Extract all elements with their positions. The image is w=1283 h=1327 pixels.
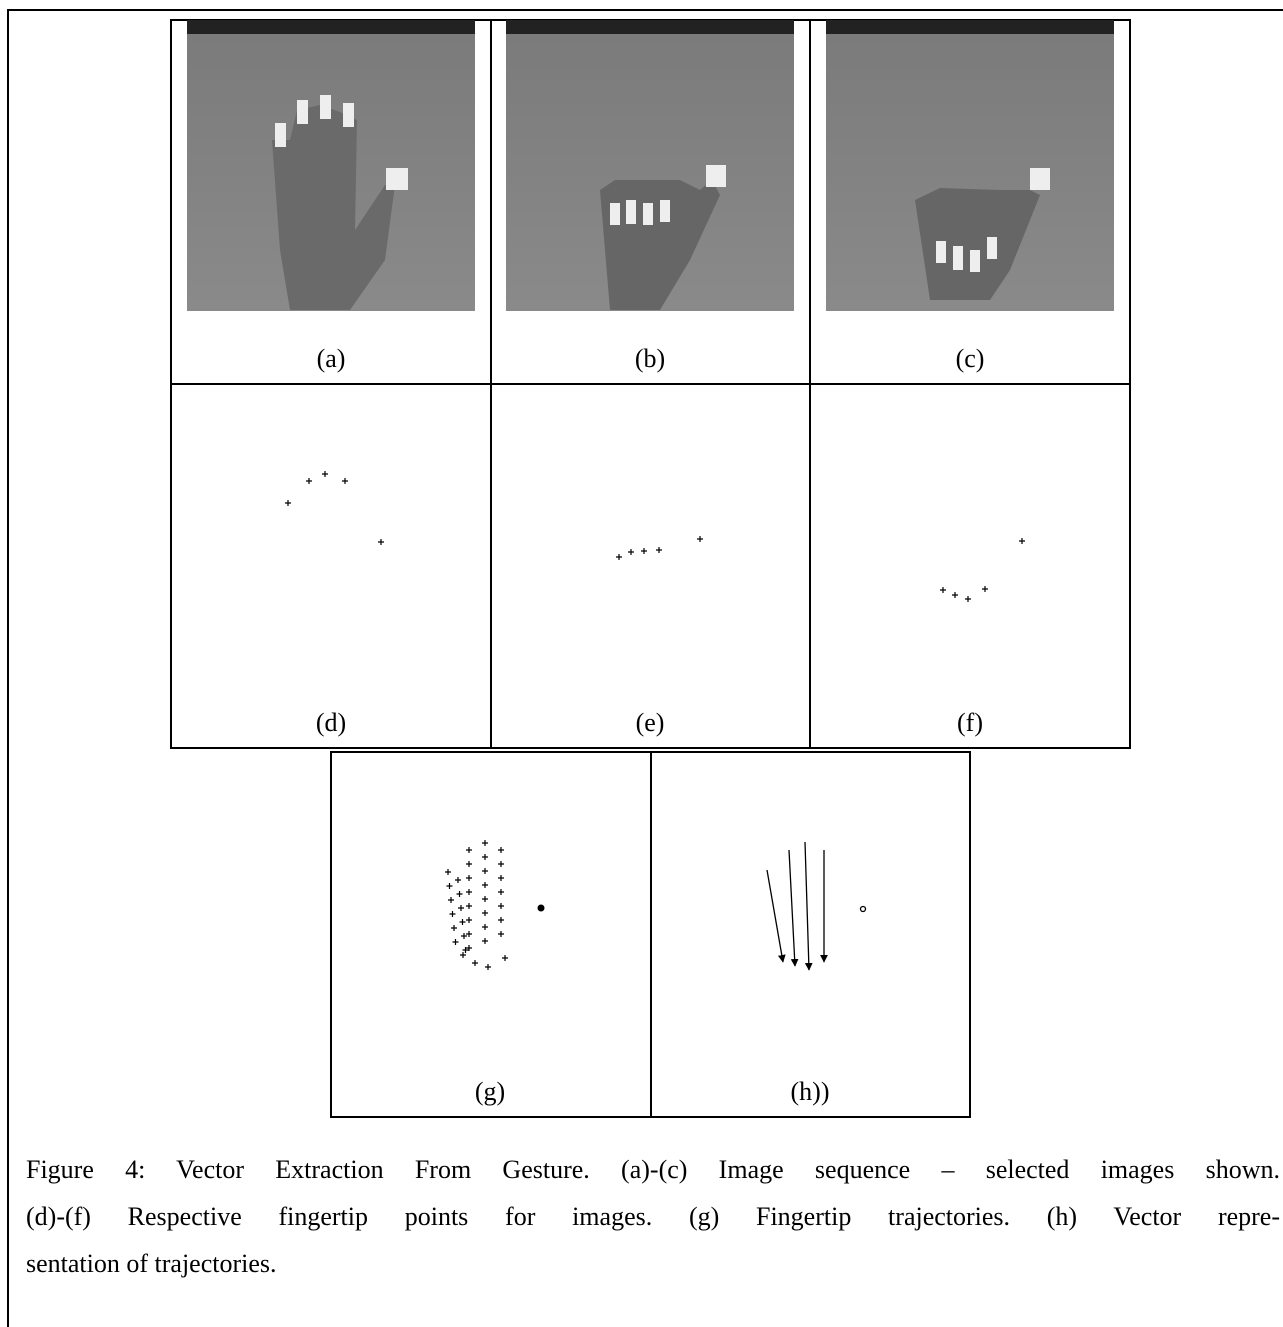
plus-marker [460,919,466,925]
plus-marker [466,889,472,895]
plus-marker [378,539,384,545]
photo-b [506,20,794,311]
plus-marker [628,549,634,555]
plus-marker [498,917,504,923]
plus-marker [482,882,488,888]
panel-label: (h)) [791,1077,830,1106]
grid-bottom [331,752,970,1117]
plus-marker [451,925,457,931]
plus-marker [498,861,504,867]
plus-marker [482,868,488,874]
plus-marker [455,877,461,883]
plus-marker [445,869,451,875]
plus-marker [656,547,662,553]
plus-marker [342,478,348,484]
trajectory-vectors [767,842,866,970]
plus-marker [482,840,488,846]
panel-label: (c) [956,344,985,373]
plus-marker [457,891,463,897]
plus-marker [1019,538,1025,544]
panel-label: (a) [317,344,346,373]
plus-marker [466,917,472,923]
photo-a [187,20,475,311]
plus-marker [485,964,491,970]
caption: Figure 4: Vector Extraction From Gesture… [26,1146,1280,1287]
plus-marker [498,931,504,937]
plus-marker [952,592,958,598]
plus-marker [697,536,703,542]
caption-line: sentation of trajectories. [26,1240,1280,1287]
thumb-point [538,905,545,912]
caption-line: Figure 4: Vector Extraction From Gesture… [26,1146,1280,1193]
plus-marker [447,883,453,889]
plus-marker [616,554,622,560]
plus-marker [641,548,647,554]
plus-marker [466,875,472,881]
figure: (a) (b) (c) (d) (e) (f) (g) (h)) [0,0,1283,1327]
plus-marker [498,903,504,909]
plus-marker [940,587,946,593]
plus-marker [482,910,488,916]
plus-marker [466,861,472,867]
page: (a) (b) (c) (d) (e) (f) (g) (h)) Figure … [0,0,1283,1327]
panel-label: (g) [475,1077,505,1106]
plus-marker [498,889,504,895]
plus-marker [502,955,508,961]
caption-line: (d)-(f) Respective fingertip points for … [26,1193,1280,1240]
plus-marker [482,896,488,902]
plus-marker [448,897,454,903]
plus-marker [498,847,504,853]
plus-marker [982,586,988,592]
plus-marker [466,847,472,853]
panel-label: (f) [957,708,983,737]
plus-marker [306,478,312,484]
plus-marker [472,960,478,966]
plus-marker [482,924,488,930]
plus-marker [482,938,488,944]
panel-label: (d) [316,708,346,737]
photo-c [826,20,1114,311]
plus-marker [285,500,291,506]
plus-marker [322,471,328,477]
plus-marker [466,903,472,909]
plus-marker [498,875,504,881]
plus-marker [450,911,456,917]
panel-label: (e) [636,708,665,737]
plus-marker [453,939,459,945]
plus-marker [482,854,488,860]
panel-label: (b) [635,344,665,373]
plus-marker [965,596,971,602]
plus-marker [458,905,464,911]
